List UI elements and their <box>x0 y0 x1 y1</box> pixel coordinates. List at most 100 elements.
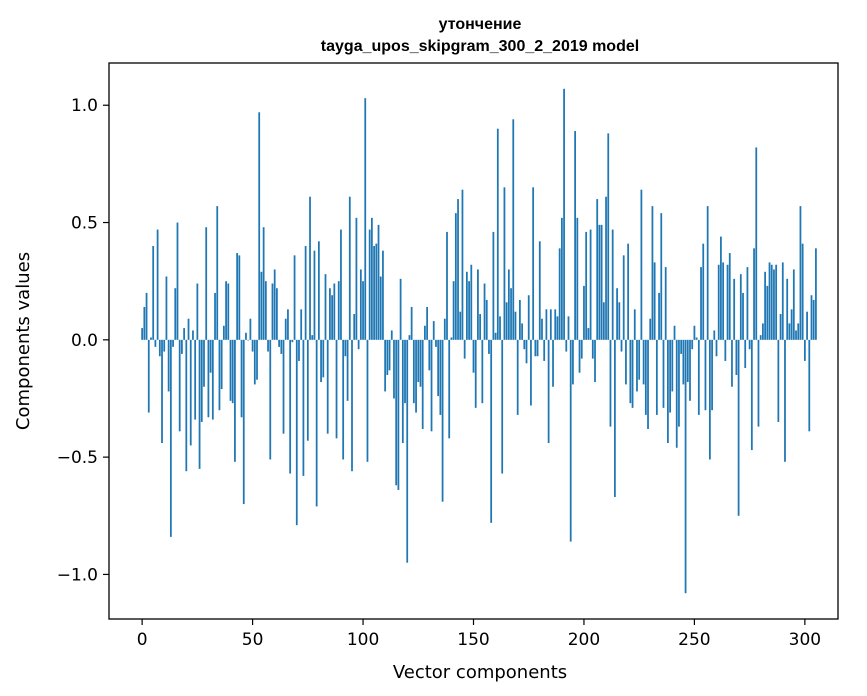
bar-192 <box>565 339 568 352</box>
bar-15 <box>174 288 177 340</box>
bar-287 <box>775 264 778 340</box>
bar-2 <box>145 292 148 340</box>
bar-51 <box>253 339 256 385</box>
bar-124 <box>415 339 417 413</box>
y-tick-label: 1.0 <box>71 96 98 116</box>
bar-25 <box>196 283 199 340</box>
bar-11 <box>165 276 168 340</box>
bar-109 <box>382 250 384 340</box>
bar-118 <box>401 339 404 444</box>
bar-273 <box>744 339 747 368</box>
bar-1 <box>143 306 146 340</box>
bar-279 <box>757 339 760 427</box>
bar-281 <box>762 323 764 340</box>
bar-94 <box>348 196 351 340</box>
bar-114 <box>393 339 395 399</box>
bar-37 <box>222 325 225 340</box>
bar-122 <box>410 306 413 340</box>
bar-199 <box>580 339 583 359</box>
bar-106 <box>375 243 378 340</box>
bar-270 <box>737 339 740 516</box>
bar-44 <box>238 255 241 340</box>
y-axis: −1.0 −0.5 0.0 0.5 1.0 <box>57 96 109 585</box>
bar-209 <box>602 302 605 340</box>
bar-31 <box>209 339 212 373</box>
bar-253 <box>700 267 702 340</box>
bar-243 <box>678 339 680 427</box>
bar-278 <box>755 147 758 340</box>
bar-297 <box>797 323 800 340</box>
bar-178 <box>534 339 537 357</box>
x-axis-label: Vector components <box>393 662 567 683</box>
bar-104 <box>371 217 373 340</box>
bar-261 <box>717 264 720 340</box>
bar-101 <box>364 98 367 340</box>
bar-119 <box>404 339 406 404</box>
bar-195 <box>572 339 574 385</box>
bar-153 <box>479 314 482 340</box>
bar-154 <box>481 339 484 404</box>
bar-115 <box>395 339 398 486</box>
bar-41 <box>231 339 234 404</box>
bar-245 <box>682 339 685 385</box>
bar-146 <box>463 339 466 359</box>
bar-60 <box>273 269 276 340</box>
bar-162 <box>499 316 501 340</box>
bar-5 <box>152 245 155 340</box>
bar-220 <box>627 243 630 340</box>
bar-239 <box>669 339 671 413</box>
bar-190 <box>560 217 563 340</box>
bar-241 <box>673 325 676 340</box>
bar-177 <box>532 187 535 340</box>
bar-117 <box>399 278 402 340</box>
x-tick-label: 300 <box>789 630 821 650</box>
bar-160 <box>494 332 497 340</box>
x-tick-label: 250 <box>678 630 710 650</box>
bar-296 <box>795 330 797 340</box>
bar-99 <box>359 269 362 340</box>
bar-139 <box>448 339 451 439</box>
bar-65 <box>284 318 287 340</box>
bar-123 <box>412 339 415 404</box>
bar-45 <box>240 339 243 418</box>
bar-103 <box>368 229 371 340</box>
bar-88 <box>335 339 338 439</box>
bar-82 <box>322 339 325 378</box>
bar-81 <box>320 339 322 383</box>
bar-67 <box>289 339 292 474</box>
bar-55 <box>262 227 265 340</box>
bar-291 <box>784 339 786 462</box>
bar-87 <box>333 283 336 340</box>
bar-246 <box>684 339 687 594</box>
bar-203 <box>589 229 592 340</box>
bar-129 <box>426 306 428 340</box>
bar-42 <box>234 339 236 462</box>
bar-26 <box>198 339 201 469</box>
bar-19 <box>183 328 185 340</box>
bar-149 <box>470 264 473 340</box>
bar-62 <box>278 339 280 347</box>
bar-169 <box>514 311 517 340</box>
bar-75 <box>306 339 309 441</box>
bar-201 <box>585 231 588 340</box>
bar-305 <box>815 248 817 340</box>
bar-216 <box>618 302 621 340</box>
bar-285 <box>770 264 773 340</box>
bar-158 <box>490 339 493 523</box>
bar-221 <box>629 339 632 404</box>
bar-116 <box>397 339 400 490</box>
bar-130 <box>428 339 431 371</box>
bar-234 <box>658 292 660 340</box>
bar-183 <box>545 309 548 340</box>
bar-254 <box>702 243 705 340</box>
bar-170 <box>516 339 519 415</box>
bar-198 <box>578 339 581 373</box>
bar-282 <box>764 271 766 340</box>
y-tick-label: 0.5 <box>71 214 98 234</box>
bar-98 <box>357 339 360 350</box>
bar-9 <box>161 339 163 444</box>
bar-171 <box>519 299 521 340</box>
bar-76 <box>309 196 311 340</box>
bar-18 <box>181 339 183 354</box>
bar-14 <box>172 339 174 347</box>
